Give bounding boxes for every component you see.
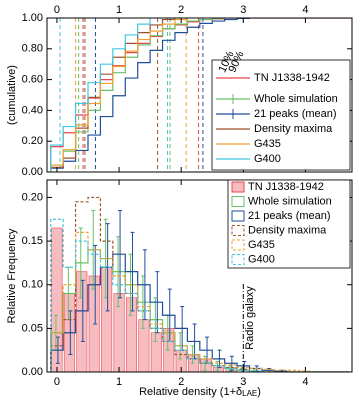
cumulative-line — [50, 18, 151, 172]
top-frame — [46, 17, 353, 173]
legend-swatch — [231, 239, 245, 251]
legend-swatch — [231, 225, 245, 236]
legend-swatch — [231, 210, 245, 222]
y-tick-label: 0.40 — [22, 104, 43, 116]
x-tick-label: 2 — [178, 376, 184, 388]
y-tick-label: 0.05 — [22, 322, 43, 334]
legend-label: G400 — [248, 253, 275, 265]
y-tick-label: 0.20 — [22, 191, 43, 203]
y-tick-label: 0.00 — [22, 166, 43, 178]
legend-label: G400 — [254, 153, 281, 165]
cumulative-line — [50, 18, 275, 172]
bar — [76, 271, 88, 372]
legend-label: G435 — [254, 138, 281, 150]
x-tick-label: 0 — [54, 376, 60, 388]
x-label-sub: LAE — [242, 389, 257, 398]
bar — [51, 227, 63, 372]
bar — [113, 293, 125, 372]
legend-label: Whole simulation — [248, 195, 332, 207]
legend-label: 21 peaks (mean) — [254, 108, 337, 120]
bar — [138, 319, 150, 372]
bottom-frame — [46, 179, 353, 373]
legend-label: Density maxima — [248, 224, 327, 236]
legend-label: G435 — [248, 239, 275, 251]
y-tick-label: 0.60 — [22, 74, 43, 86]
bottom-plot — [50, 196, 349, 372]
legend-swatch — [231, 196, 245, 207]
x-tick-label: 4 — [302, 376, 308, 388]
radio-galaxy-label: Radio galaxy — [244, 286, 256, 350]
y-label: Relative Frequency — [6, 228, 18, 323]
legend-label: TN J1338-1942 — [254, 72, 330, 84]
legend-label: TN J1338-1942 — [248, 181, 324, 193]
legend-swatch — [231, 254, 245, 265]
x-label-main: Relative density (1+δ — [139, 386, 242, 398]
y-tick-label: 0.00 — [22, 366, 43, 378]
top-y-label: (cumulative) — [6, 65, 18, 125]
x-tick-label: 3 — [240, 376, 246, 388]
legend-label: Density maxima — [254, 123, 333, 135]
bar — [101, 266, 113, 372]
x-label-end: ) — [257, 386, 261, 398]
y-tick-label: 0.80 — [22, 43, 43, 55]
y-tick-label: 0.10 — [22, 279, 43, 291]
hist-step — [50, 196, 349, 372]
top-x-tick-label: 1 — [116, 4, 122, 16]
x-tick-label: 1 — [116, 376, 122, 388]
top-x-tick-label: 2 — [178, 4, 184, 16]
y-tick-label: 0.15 — [22, 235, 43, 247]
cumulative-line — [50, 18, 188, 172]
bar — [125, 297, 137, 372]
legend-swatch — [231, 181, 245, 193]
top-x-tick-label: 4 — [302, 4, 308, 16]
y-tick-label: 1.00 — [22, 12, 43, 24]
hist-step — [50, 218, 349, 372]
legend-box — [227, 179, 351, 269]
legend-label: Whole simulation — [254, 93, 338, 105]
legend-label: 21 peaks (mean) — [248, 210, 331, 222]
hist-step — [50, 231, 349, 372]
top-plot — [50, 18, 352, 172]
top-x-tick-label: 3 — [240, 4, 246, 16]
bar — [150, 332, 162, 372]
x-label: Relative density (1+δLAE) — [139, 386, 261, 398]
top-x-tick-label: 0 — [54, 4, 60, 16]
y-tick-label: 0.20 — [22, 135, 43, 147]
